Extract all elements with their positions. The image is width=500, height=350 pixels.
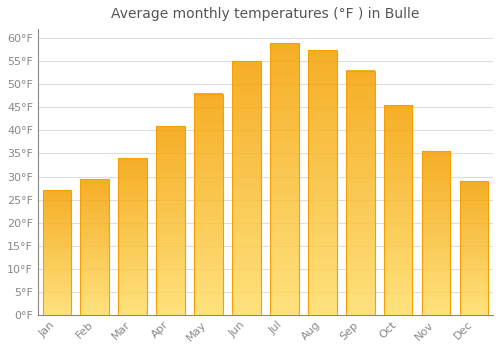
Bar (422, 151, 450, 315)
Bar (42, 190, 71, 315)
Bar (232, 61, 260, 315)
Bar (156, 126, 185, 315)
Bar (80, 179, 109, 315)
Bar (384, 105, 412, 315)
Bar (118, 158, 147, 315)
Bar (308, 50, 336, 315)
Title: Average monthly temperatures (°F ) in Bulle: Average monthly temperatures (°F ) in Bu… (111, 7, 420, 21)
Bar (460, 181, 488, 315)
Bar (270, 43, 298, 315)
Bar (346, 71, 374, 315)
Bar (194, 93, 223, 315)
